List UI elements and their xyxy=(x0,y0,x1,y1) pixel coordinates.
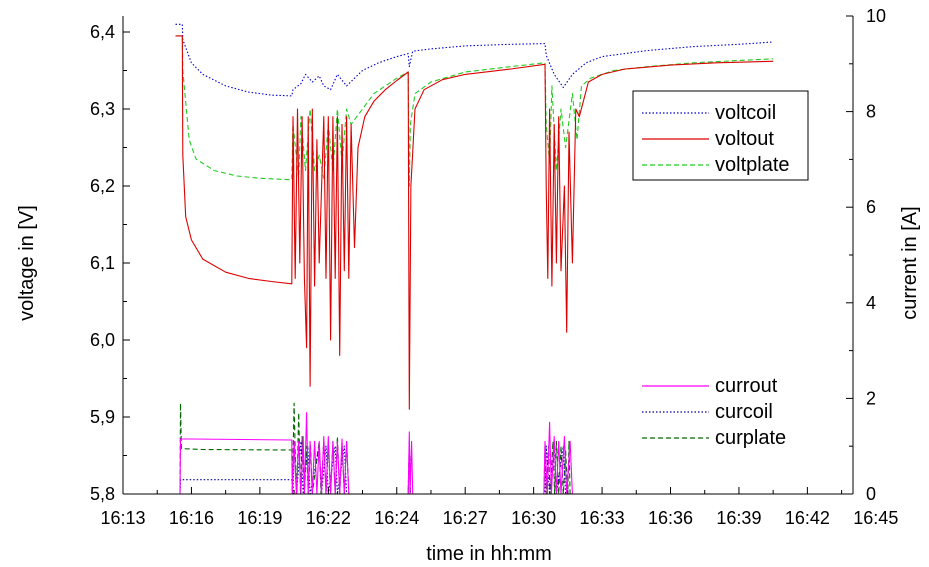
legend-label-voltcoil: voltcoil xyxy=(715,102,776,124)
y-left-tick-label: 5,9 xyxy=(90,407,115,427)
series-line-curplate xyxy=(175,402,774,495)
axes-layer: 16:13 16:16 16:19 16:22 16:24 16:27 16:30 16:33… xyxy=(90,6,898,528)
x-tick-label: 16:13 xyxy=(100,508,145,528)
y-right-tick-label: 8 xyxy=(866,102,876,122)
legend-bottom: currout curcoil curplate xyxy=(642,375,786,449)
x-tick-label: 16:33 xyxy=(580,508,625,528)
x-tick-label: 16:39 xyxy=(716,508,761,528)
y-left-tick-label: 5,8 xyxy=(90,484,115,504)
y-left-tick-label: 6,2 xyxy=(90,176,115,196)
y-left-tick-label: 6,4 xyxy=(90,22,115,42)
y-right-tick-label: 4 xyxy=(866,293,876,313)
series-line-voltcoil xyxy=(175,23,774,97)
legend-top: voltcoil voltout voltplate xyxy=(632,90,809,181)
x-tick-label: 16:19 xyxy=(237,508,282,528)
legend-label-curplate: curplate xyxy=(715,427,786,449)
x-tick-label: 16:16 xyxy=(169,508,214,528)
series-line-voltplate xyxy=(175,35,774,187)
x-tick-label: 16:27 xyxy=(443,508,488,528)
series-line-voltout xyxy=(175,35,774,410)
y-right-tick-label: 2 xyxy=(866,388,876,408)
y-axis-left-title: voltage in [V] xyxy=(16,205,38,321)
y-left-tick-label: 6,1 xyxy=(90,253,115,273)
y-left-tick-label: 6,3 xyxy=(90,99,115,119)
y-axis-right-title: current in [A] xyxy=(899,206,921,319)
x-tick-label: 16:22 xyxy=(306,508,351,528)
y-left-tick-label: 6,0 xyxy=(90,330,115,350)
legend-label-voltout: voltout xyxy=(715,128,774,150)
legend-label-voltplate: voltplate xyxy=(715,154,790,176)
x-tick-label: 16:36 xyxy=(648,508,693,528)
y-right-tick-label: 10 xyxy=(866,6,886,26)
x-tick-label: 16:45 xyxy=(853,508,898,528)
x-tick-label: 16:24 xyxy=(374,508,419,528)
y-right-tick-label: 0 xyxy=(866,484,876,504)
legend-label-currout: currout xyxy=(715,375,778,397)
y-right-tick-label: 6 xyxy=(866,197,876,217)
x-tick-label: 16:42 xyxy=(785,508,830,528)
legend-label-curcoil: curcoil xyxy=(715,401,773,423)
x-axis-title: time in hh:mm xyxy=(426,543,552,565)
legend-layer: voltcoilvoltoutvoltplatecurroutcurcoilcu… xyxy=(632,90,809,449)
x-tick-label: 16:30 xyxy=(511,508,556,528)
